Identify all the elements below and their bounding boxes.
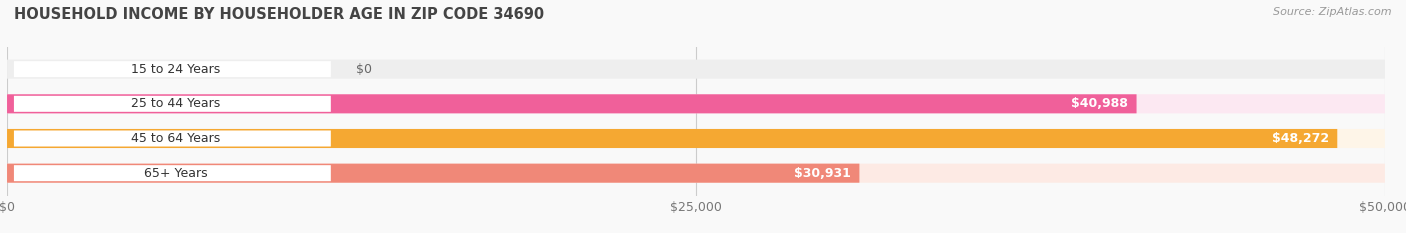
FancyBboxPatch shape <box>14 130 330 147</box>
FancyBboxPatch shape <box>7 94 1385 113</box>
FancyBboxPatch shape <box>7 129 1337 148</box>
Text: 45 to 64 Years: 45 to 64 Years <box>131 132 221 145</box>
FancyBboxPatch shape <box>7 129 1385 148</box>
Text: HOUSEHOLD INCOME BY HOUSEHOLDER AGE IN ZIP CODE 34690: HOUSEHOLD INCOME BY HOUSEHOLDER AGE IN Z… <box>14 7 544 22</box>
Text: 65+ Years: 65+ Years <box>143 167 208 180</box>
Text: $0: $0 <box>356 63 371 76</box>
FancyBboxPatch shape <box>7 60 1385 79</box>
FancyBboxPatch shape <box>14 61 330 77</box>
FancyBboxPatch shape <box>7 164 859 183</box>
Text: 25 to 44 Years: 25 to 44 Years <box>131 97 221 110</box>
FancyBboxPatch shape <box>7 94 1136 113</box>
FancyBboxPatch shape <box>14 165 330 181</box>
Text: $40,988: $40,988 <box>1071 97 1128 110</box>
FancyBboxPatch shape <box>7 164 1385 183</box>
FancyBboxPatch shape <box>14 96 330 112</box>
Text: $30,931: $30,931 <box>794 167 851 180</box>
Text: $48,272: $48,272 <box>1272 132 1329 145</box>
Text: 15 to 24 Years: 15 to 24 Years <box>131 63 221 76</box>
Text: Source: ZipAtlas.com: Source: ZipAtlas.com <box>1274 7 1392 17</box>
